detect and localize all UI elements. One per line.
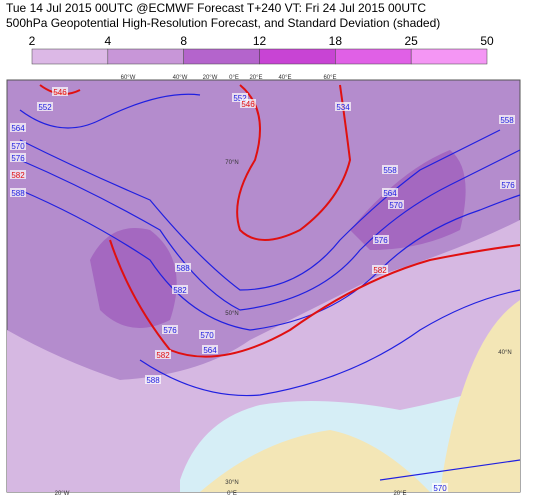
subtitle: 500hPa Geopotential High-Resolution Fore… xyxy=(6,16,440,30)
contour-label: 552 xyxy=(233,94,247,103)
land xyxy=(200,430,430,492)
contour-label-bg xyxy=(202,345,218,354)
contour-label-bg xyxy=(162,325,178,334)
contour-label: 564 xyxy=(11,124,25,133)
graticule-label: 20°E xyxy=(249,75,262,81)
contour-label: 546 xyxy=(53,88,67,97)
colorbar-segment xyxy=(259,48,336,65)
contour-label-bg xyxy=(432,483,448,492)
contour-label-bg xyxy=(37,102,53,111)
contour-label: 582 xyxy=(173,286,187,295)
graticule-label: 50°N xyxy=(225,311,238,317)
graticule-label: 30°N xyxy=(225,480,238,486)
contour-label: 570 xyxy=(433,484,447,493)
contour-label: 552 xyxy=(38,103,52,112)
graticule-label: 0°E xyxy=(227,491,237,497)
high-spread xyxy=(350,150,466,250)
contour-label: 588 xyxy=(11,189,25,198)
colorbar-segment xyxy=(31,48,109,65)
contour-label: 576 xyxy=(163,326,177,335)
colorbar-label: 12 xyxy=(253,34,267,48)
colorbar-label: 8 xyxy=(180,34,187,48)
colorbar-segment xyxy=(107,48,184,65)
contour-label-bg xyxy=(199,330,215,339)
contour-label: 564 xyxy=(203,346,217,355)
contour-label-bg xyxy=(388,200,404,209)
graticule-label: 40°E xyxy=(278,75,291,81)
colorbar-segment xyxy=(410,48,488,65)
contour-label: 582 xyxy=(373,266,387,275)
contour-label-bg xyxy=(10,188,26,197)
contour-label-bg xyxy=(10,123,26,132)
contour-label-bg xyxy=(232,93,248,102)
graticule-label: 40°N xyxy=(498,350,511,356)
contour-label-bg xyxy=(145,375,161,384)
graticule-label: 20°W xyxy=(55,491,70,497)
high-spread xyxy=(90,228,177,328)
contour-label: 558 xyxy=(383,166,397,175)
contour-label: 570 xyxy=(11,142,25,151)
contour-label: 546 xyxy=(241,100,255,109)
graticule-label: 0°E xyxy=(229,75,239,81)
blue-contours xyxy=(19,93,521,481)
graticule-label: 20°E xyxy=(393,491,406,497)
contour-label: 576 xyxy=(501,181,515,190)
contour-label: 582 xyxy=(11,171,25,180)
contour-label: 576 xyxy=(374,236,388,245)
contour-label-bg xyxy=(52,87,68,96)
colorbar-segment xyxy=(335,48,412,65)
contour-label-bg xyxy=(335,102,351,111)
contour-label-bg xyxy=(500,180,516,189)
contour-label: 534 xyxy=(336,103,350,112)
graticule-label: 70°N xyxy=(225,160,238,166)
contour-label: 558 xyxy=(500,116,514,125)
graticule-label: 20°W xyxy=(203,75,218,81)
colorbar: 2 4 8 12 18 25 50 xyxy=(29,34,494,65)
colorbar-label: 25 xyxy=(404,34,418,48)
contour-label-bg xyxy=(373,235,389,244)
contour-label-bg xyxy=(175,263,191,272)
contour-label: 564 xyxy=(383,189,397,198)
colorbar-label: 50 xyxy=(480,34,494,48)
contour-label-bg xyxy=(499,115,515,124)
colorbar-label: 2 xyxy=(29,34,36,48)
contour-label: 570 xyxy=(389,201,403,210)
contour-label-bg xyxy=(155,350,171,359)
colorbar-label: 4 xyxy=(104,34,111,48)
contour-label-bg xyxy=(382,188,398,197)
graticule-label: 60°E xyxy=(323,75,336,81)
contour-label: 588 xyxy=(176,264,190,273)
graticule-label: 60°W xyxy=(121,75,136,81)
contour-label-bg xyxy=(10,153,26,162)
title: Tue 14 Jul 2015 00UTC @ECMWF Forecast T+… xyxy=(6,1,426,15)
contour-label-bg xyxy=(382,165,398,174)
contour-label-bg xyxy=(172,285,188,294)
contour-label-bg xyxy=(10,170,26,179)
colorbar-label: 18 xyxy=(329,34,343,48)
contour-label: 570 xyxy=(200,331,214,340)
contour-label-bg xyxy=(372,265,388,274)
contour-label: 588 xyxy=(146,376,160,385)
contour-label-bg xyxy=(10,141,26,150)
contour-label: 576 xyxy=(11,154,25,163)
land xyxy=(440,300,520,492)
colorbar-segment xyxy=(183,48,260,65)
contour-label: 582 xyxy=(156,351,170,360)
graticule-label: 40°W xyxy=(173,75,188,81)
contour-label-bg xyxy=(240,99,256,108)
